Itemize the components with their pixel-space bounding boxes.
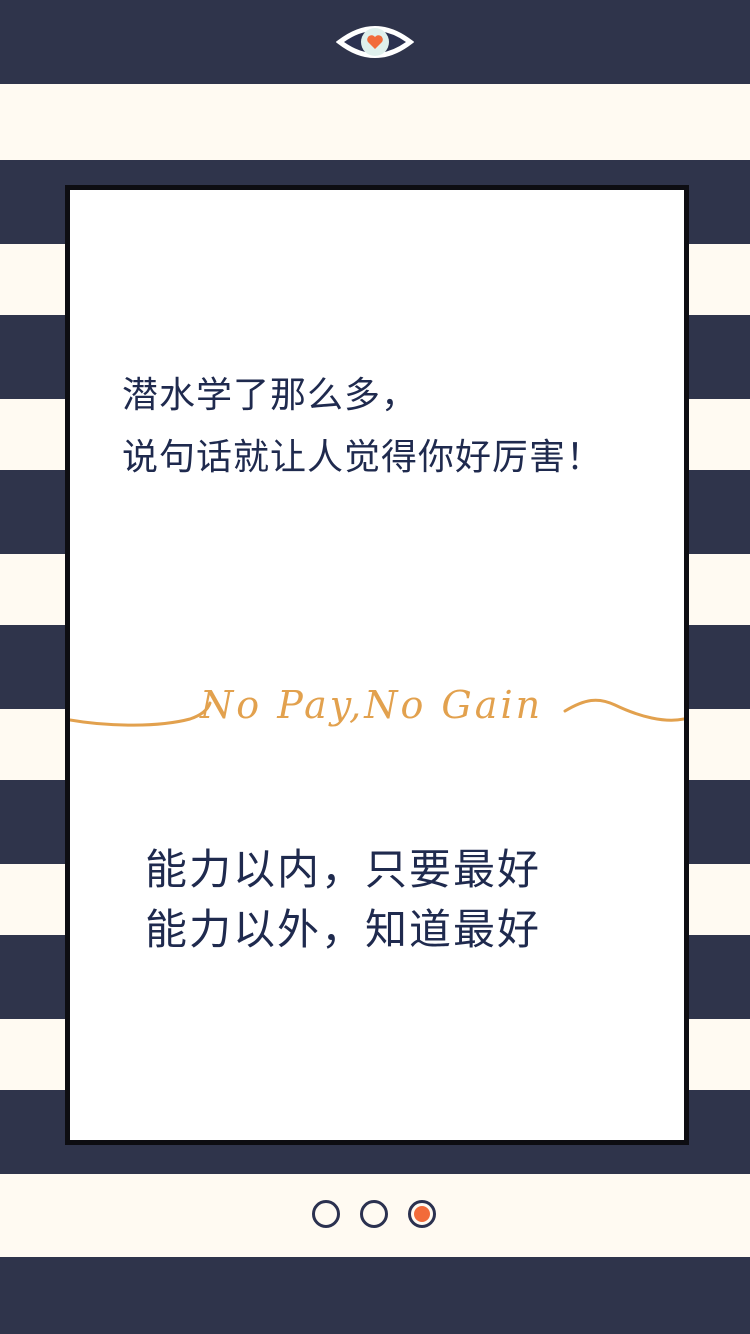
page-indicator — [312, 1200, 440, 1230]
quote-line: 能力以内，只要最好 — [145, 845, 542, 894]
slogan-text: No Pay,No Gain — [200, 683, 544, 727]
quote-line: 能力以外，知道最好 — [145, 905, 542, 954]
active-dot-fill — [414, 1206, 430, 1222]
slogan-banner: No Pay,No Gain — [70, 675, 684, 755]
page-dot-1[interactable] — [312, 1200, 340, 1228]
quote-line: 潜水学了那么多， — [122, 375, 419, 416]
page-dot-3-active[interactable] — [408, 1200, 436, 1228]
quote-block-top: 潜水学了那么多， 说句话就让人觉得你好厉害！ — [122, 365, 603, 489]
page-dot-2[interactable] — [360, 1200, 388, 1228]
quote-block-bottom: 能力以内，只要最好 能力以外，知道最好 — [145, 840, 541, 960]
quote-card: 潜水学了那么多， 说句话就让人觉得你好厉害！ No Pay,No Gain 能力… — [65, 185, 689, 1145]
stripe — [0, 1257, 750, 1334]
wavy-line-decoration — [70, 698, 684, 727]
quote-line: 说句话就让人觉得你好厉害！ — [122, 437, 604, 478]
eye-heart-icon — [335, 18, 415, 66]
